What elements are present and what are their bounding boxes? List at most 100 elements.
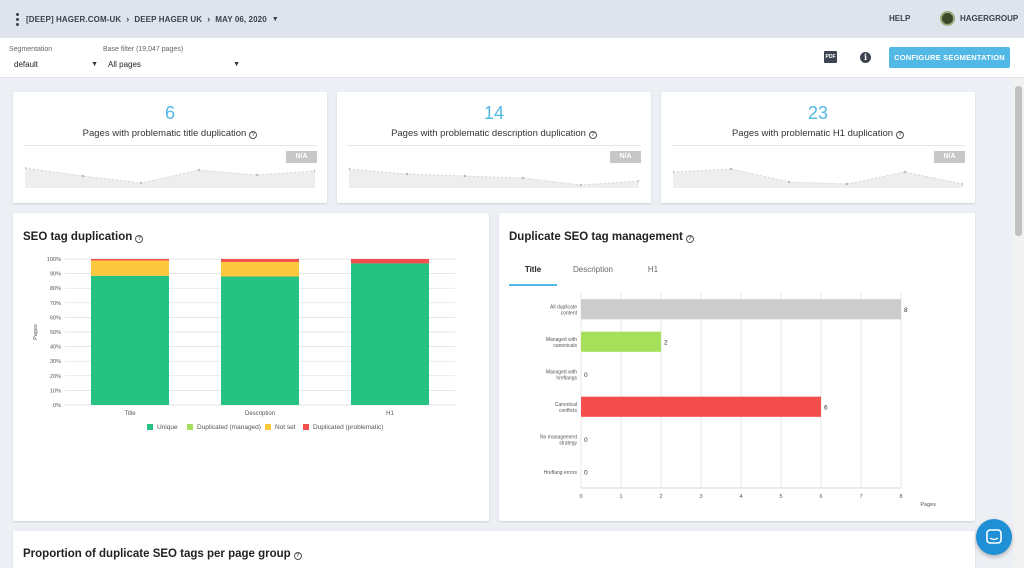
tab-title[interactable]: Title <box>509 265 557 286</box>
y-tick-label: Managed with hreflangs <box>546 369 578 381</box>
help-circle-icon[interactable]: ? <box>685 235 694 243</box>
na-badge: N/A <box>610 151 641 163</box>
kpi-label: Pages with problematic description dupli… <box>337 128 651 139</box>
na-badge: N/A <box>934 151 965 163</box>
legend-swatch <box>147 424 153 430</box>
segmentation-select[interactable]: default ▼ <box>14 60 98 69</box>
kpi-label-text: Pages with problematic description dupli… <box>391 128 586 139</box>
legend-label: Not set <box>275 424 296 431</box>
duplicate-tag-management-card: Duplicate SEO tag management? Title Desc… <box>499 213 975 521</box>
bar-segment <box>91 260 169 276</box>
y-tick-label: 50% <box>50 330 61 336</box>
bar-segment <box>91 259 169 261</box>
chat-bubble-icon <box>986 529 1002 544</box>
tab-h1[interactable]: H1 <box>647 265 659 274</box>
data-label: 2 <box>664 339 668 346</box>
divider <box>347 145 641 146</box>
y-tick-label: 10% <box>50 388 61 394</box>
avatar <box>940 11 955 26</box>
x-tick-label: 3 <box>699 494 702 500</box>
divider <box>23 145 317 146</box>
bar <box>581 331 661 352</box>
y-tick-label: All duplicate content <box>550 304 578 316</box>
y-tick-label: 20% <box>50 374 61 380</box>
sparkline <box>349 167 639 188</box>
scrollbar-thumb[interactable] <box>1015 86 1022 236</box>
x-tick-label: 7 <box>859 494 862 500</box>
data-label: 6 <box>824 404 828 411</box>
seo-tag-duplication-card: SEO tag duplication? 0% 10% 20% 30% 40% 50% 60… <box>13 213 489 521</box>
y-tick-label: 60% <box>50 315 61 321</box>
data-label: 0 <box>584 469 588 476</box>
sparkline <box>673 167 963 188</box>
horizontal-bar-chart: 0 1 2 3 4 5 6 7 8 Pages 8 All duplicate content 2 Mana… <box>540 293 936 508</box>
info-icon[interactable]: i <box>860 52 871 63</box>
y-tick-label: 100% <box>47 257 61 263</box>
bar-segment <box>221 259 299 262</box>
tag-tabs: Title Description H1 <box>509 265 677 286</box>
menu-kebab-icon[interactable] <box>10 12 24 26</box>
data-label: 8 <box>904 307 908 314</box>
stacked-bar-chart: 0% 10% 20% 30% 40% 50% 60% 70% 80% 90% 100% Pages Ti… <box>33 257 455 431</box>
segmentation-label: Segmentation <box>9 46 53 53</box>
kpi-card-description: 14 Pages with problematic description du… <box>337 92 651 203</box>
chevron-right-icon: › <box>207 14 211 24</box>
help-circle-icon[interactable]: ? <box>293 552 302 560</box>
sparkline <box>25 166 315 188</box>
y-tick-label: 30% <box>50 359 61 365</box>
card-title: Duplicate SEO tag management? <box>509 231 694 243</box>
kpi-label: Pages with problematic title duplication… <box>13 128 327 139</box>
kpi-value: 6 <box>164 103 175 123</box>
x-tick-label: 5 <box>779 494 782 500</box>
y-tick-label: Hreflang errors <box>544 470 578 476</box>
breadcrumb: [DEEP] HAGER.COM-UK › DEEP HAGER UK › MA… <box>26 14 279 24</box>
tab-description[interactable]: Description <box>572 265 613 274</box>
legend-label: Duplicated (managed) <box>197 424 261 431</box>
x-tick-label: Title <box>124 411 136 417</box>
bar-segment <box>221 276 299 405</box>
breadcrumb-project[interactable]: [DEEP] HAGER.COM-UK <box>26 14 122 24</box>
y-tick-label: Canonical conflicts <box>555 402 578 414</box>
na-badge: N/A <box>286 151 317 163</box>
base-filter-select[interactable]: All pages ▼ <box>108 60 240 69</box>
x-axis-label: Pages <box>920 502 936 508</box>
x-tick-label: H1 <box>386 411 394 417</box>
x-tick-label: 4 <box>739 494 742 500</box>
bar-segment <box>351 263 429 405</box>
chat-button[interactable] <box>976 519 1012 555</box>
dropdown-arrow-icon: ▼ <box>91 61 98 68</box>
kpi-label-text: Pages with problematic title duplication <box>82 128 247 139</box>
x-tick-label: 0 <box>579 494 582 500</box>
legend-label: Duplicated (problematic) <box>313 424 383 431</box>
card-title: SEO tag duplication? <box>23 231 144 243</box>
kpi-value: 14 <box>483 103 505 123</box>
breadcrumb-date[interactable]: MAY 06, 2020 <box>215 14 267 24</box>
caret-down-icon[interactable]: ▼ <box>271 15 279 23</box>
user-menu[interactable]: HAGERGROUP <box>940 11 1018 26</box>
y-tick-label: 0% <box>53 403 61 409</box>
y-tick-label: Managed with canonicals <box>546 337 578 349</box>
top-bar: [DEEP] HAGER.COM-UK › DEEP HAGER UK › MA… <box>0 0 1024 38</box>
x-tick-label: 1 <box>619 494 622 500</box>
filter-bar <box>0 38 1024 78</box>
proportion-card: Proportion of duplicate SEO tags per pag… <box>13 531 975 568</box>
configure-segmentation-button[interactable]: CONFIGURE SEGMENTATION <box>889 47 1010 68</box>
legend-label: Unique <box>157 424 178 431</box>
scrollbar-track[interactable] <box>1013 78 1024 568</box>
card-title-text: SEO tag duplication <box>23 231 133 243</box>
help-circle-icon[interactable]: ? <box>249 131 258 139</box>
help-circle-icon[interactable]: ? <box>135 235 144 243</box>
kpi-card-title: 6 Pages with problematic title duplicati… <box>13 92 327 203</box>
help-circle-icon[interactable]: ? <box>588 131 597 139</box>
base-filter-value: All pages <box>108 60 141 69</box>
divider <box>671 145 965 146</box>
chevron-right-icon: › <box>126 14 130 24</box>
pdf-export-icon[interactable]: PDF <box>824 51 837 63</box>
breadcrumb-crawl[interactable]: DEEP HAGER UK <box>134 14 203 24</box>
help-circle-icon[interactable]: ? <box>896 131 905 139</box>
card-title-text: Proportion of duplicate SEO tags per pag… <box>23 548 291 560</box>
kpi-value: 23 <box>807 103 829 123</box>
kpi-label: Pages with problematic H1 duplication? <box>661 128 975 139</box>
help-link[interactable]: HELP <box>889 14 911 23</box>
x-tick-label: 6 <box>819 494 822 500</box>
